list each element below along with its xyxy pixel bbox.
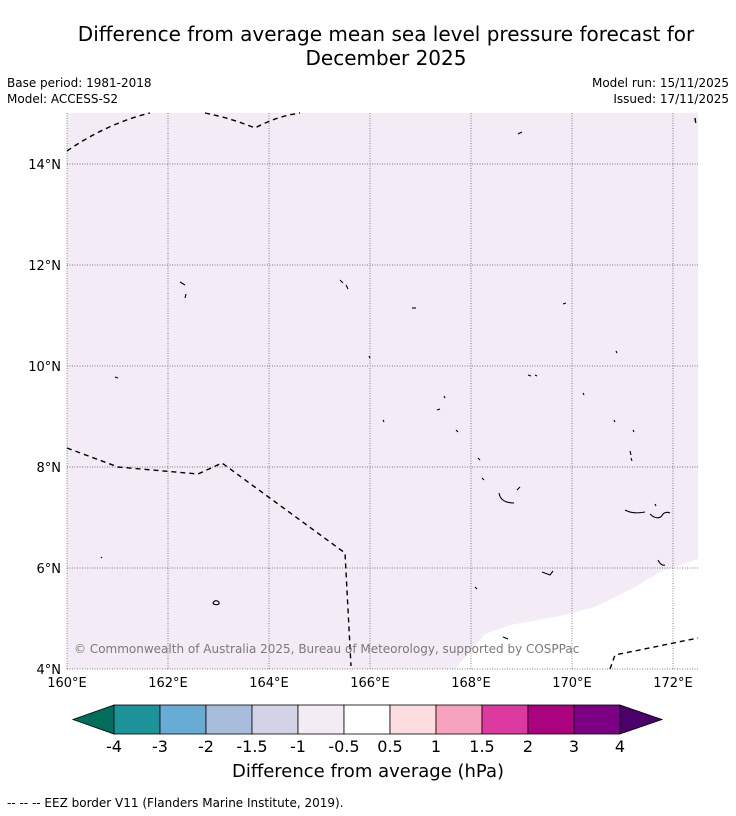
island	[212, 600, 220, 606]
lat-tick-label: 4°N	[37, 663, 62, 678]
island	[527, 374, 538, 377]
island	[615, 350, 618, 354]
latitude-labels: 14°N 12°N 10°N 8°N 6°N 4°N	[28, 158, 61, 678]
colorbar-tick-label: -4	[106, 737, 122, 756]
colorbar-swatch	[297, 704, 345, 735]
lat-tick-label: 6°N	[37, 562, 62, 577]
island	[657, 559, 666, 566]
map-area: © Commonwealth of Australia 2025, Bureau…	[66, 112, 699, 670]
colorbar-label: Difference from average (hPa)	[231, 761, 505, 782]
colorbar-swatch	[251, 704, 299, 735]
colorbar-swatch	[389, 704, 437, 735]
island	[114, 376, 119, 379]
island	[502, 636, 509, 640]
eez-border-edge	[694, 117, 697, 126]
lon-tick-label: 172°E	[653, 676, 693, 691]
colorbar-swatch	[527, 704, 575, 735]
colorbar-swatch	[573, 704, 621, 735]
island	[654, 503, 657, 507]
island	[541, 570, 554, 576]
colorbar-tick-label: 4	[615, 737, 625, 756]
colorbar-tick-label: -3	[152, 737, 168, 756]
colorbar-swatch	[481, 704, 529, 735]
lat-tick-label: 14°N	[28, 158, 61, 173]
colorbar-tick-label: 3	[569, 737, 579, 756]
colorbar-extend-high	[619, 704, 664, 735]
colorbar-tick-label: -1	[290, 737, 306, 756]
title-line-1: Difference from average mean sea level p…	[77, 22, 695, 46]
longitude-labels: 160°E 162°E 164°E 166°E 168°E 170°E 172°E	[47, 676, 693, 691]
issued-date: Issued: 17/11/2025	[613, 92, 729, 106]
footnote: -- -- -- EEZ border V11 (Flanders Marine…	[7, 796, 344, 810]
colorbar-tick-label: 1.5	[469, 737, 494, 756]
island	[436, 395, 446, 411]
island	[382, 419, 385, 423]
graticule	[66, 113, 698, 670]
island	[179, 281, 187, 299]
island	[498, 486, 521, 504]
colorbar-tick-labels: -4 -3 -2 -1.5 -1 -0.5 0.5 1 1.5 2 3 4	[106, 737, 625, 756]
lon-tick-label: 160°E	[47, 676, 87, 691]
colorbar-swatch	[435, 704, 483, 735]
island	[624, 509, 646, 514]
lon-tick-label: 170°E	[552, 676, 592, 691]
meta-right: Model run: 15/11/2025 Issued: 17/11/2025	[592, 75, 729, 107]
colorbar-tick-label: 0.5	[377, 737, 402, 756]
island	[649, 511, 671, 519]
island	[517, 131, 523, 135]
colorbar-tick-label: -2	[198, 737, 214, 756]
colorbar-swatch	[159, 704, 207, 735]
lon-tick-label: 164°E	[249, 676, 289, 691]
island	[582, 392, 635, 433]
shading-region-neutral	[455, 559, 698, 669]
eez-border-north	[66, 112, 151, 152]
colorbar-tick-label: -0.5	[328, 737, 359, 756]
island	[339, 279, 349, 290]
base-period: Base period: 1981-2018	[7, 76, 152, 90]
island	[481, 477, 485, 481]
meta-left: Base period: 1981-2018 Model: ACCESS-S2	[7, 75, 152, 107]
island	[474, 586, 478, 590]
island-outlines	[100, 131, 671, 640]
shading-region-minus1-to-minus05	[67, 113, 698, 669]
map-title: Difference from average mean sea level p…	[40, 22, 732, 70]
colorbar-swatch	[113, 704, 161, 735]
island	[477, 457, 481, 461]
copyright-text: © Commonwealth of Australia 2025, Bureau…	[74, 642, 579, 656]
lat-tick-label: 10°N	[28, 360, 61, 375]
lon-tick-label: 162°E	[148, 676, 188, 691]
model-name: Model: ACCESS-S2	[7, 92, 119, 106]
island	[368, 355, 371, 359]
colorbar-tick-label: 2	[523, 737, 533, 756]
island	[629, 450, 633, 462]
map-figure: © Commonwealth of Australia 2025, Bureau…	[28, 112, 699, 756]
model-run: Model run: 15/11/2025	[591, 76, 729, 90]
eez-border	[66, 112, 699, 670]
lat-tick-label: 12°N	[28, 259, 61, 274]
eez-border-west	[66, 447, 352, 667]
colorbar-tick-label: -1.5	[236, 737, 267, 756]
lon-tick-label: 166°E	[350, 676, 390, 691]
colorbar-swatch	[343, 704, 391, 735]
lat-tick-label: 8°N	[37, 461, 62, 476]
island	[100, 556, 103, 559]
eez-border-southeast	[609, 637, 699, 670]
island	[562, 302, 567, 305]
colorbar-swatch	[205, 704, 253, 735]
lon-tick-label: 168°E	[451, 676, 491, 691]
title-line-2: December 2025	[305, 46, 467, 70]
island	[455, 429, 459, 433]
colorbar-tick-label: 1	[431, 737, 441, 756]
colorbar-extend-low	[71, 704, 115, 735]
colorbar	[71, 704, 664, 735]
